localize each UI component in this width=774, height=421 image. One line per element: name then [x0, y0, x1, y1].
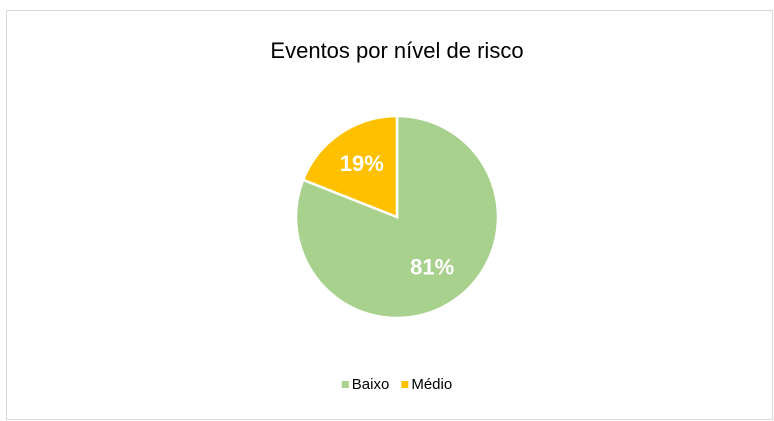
legend-marker — [401, 381, 409, 388]
data-label: 81% — [410, 255, 454, 280]
pie-slice — [301, 114, 399, 219]
data-label: 19% — [340, 151, 384, 176]
legend-marker — [341, 381, 349, 388]
chart-title: Eventos por nível de risco — [270, 38, 523, 63]
legend-label: Médio — [411, 376, 452, 393]
legend-label: Baixo — [352, 376, 390, 393]
